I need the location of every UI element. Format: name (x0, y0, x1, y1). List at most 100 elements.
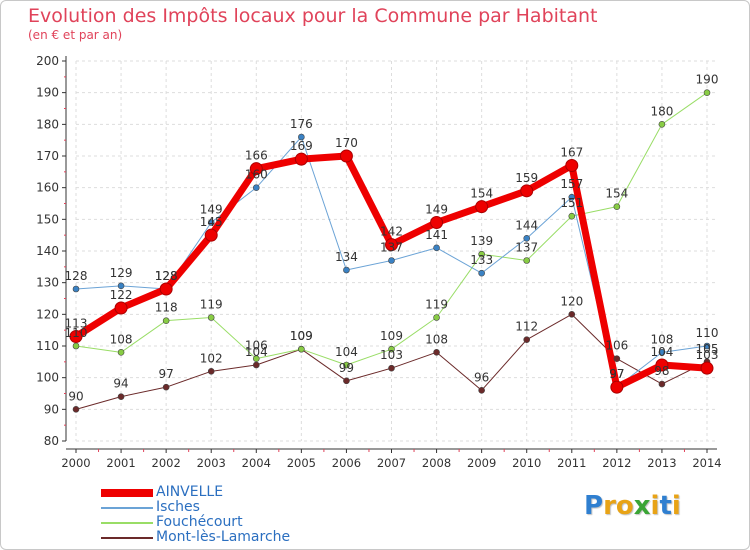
x-tick-label: 2009 (467, 456, 496, 470)
data-label: 90 (68, 389, 83, 403)
logo-letter: r (603, 491, 616, 521)
data-point (72, 285, 80, 293)
proxiti-logo: Proxiti (584, 491, 681, 521)
legend-label: AINVELLE (156, 484, 224, 500)
data-point (249, 162, 263, 176)
logo-letter: P (584, 491, 604, 521)
x-tick-label: 2006 (332, 456, 361, 470)
data-label: 110 (65, 326, 88, 340)
data-point (162, 317, 170, 324)
legend-label: Mont-lès-Lamarche (156, 529, 291, 545)
data-label: 154 (470, 187, 493, 201)
data-point (523, 235, 531, 242)
x-tick-label: 2010 (512, 456, 541, 470)
data-point (207, 219, 215, 226)
data-label: 113 (65, 317, 88, 331)
x-tick-label: 2013 (647, 456, 676, 470)
data-point (207, 314, 215, 321)
y-tick-label: 100 (36, 371, 59, 385)
data-point (568, 193, 576, 201)
data-point (117, 393, 125, 400)
legend: AINVELLE Isches Fouchécourt Mont-lès-Lam… (101, 485, 361, 545)
y-tick-label: 150 (36, 212, 59, 226)
data-label: 94 (113, 377, 128, 391)
data-label: 99 (339, 361, 354, 375)
data-label: 97 (609, 367, 624, 381)
legend-swatch-isches (101, 507, 153, 509)
data-label: 151 (560, 196, 583, 210)
legend-item: Isches (101, 500, 361, 515)
data-point (162, 383, 170, 391)
data-point (700, 361, 714, 375)
data-point (523, 336, 531, 343)
y-tick-label: 170 (36, 149, 59, 163)
data-label: 133 (470, 253, 493, 267)
data-label: 154 (605, 187, 628, 201)
data-point (117, 349, 125, 356)
data-label: 137 (380, 241, 403, 255)
x-tick-label: 2014 (692, 456, 721, 470)
data-label: 134 (335, 250, 358, 264)
legend-label: Fouchécourt (156, 514, 243, 530)
data-label: 149 (200, 203, 223, 217)
logo-letter: t (659, 491, 672, 521)
data-label: 166 (245, 149, 268, 163)
data-point (433, 244, 440, 252)
data-point (433, 314, 440, 321)
data-label: 120 (560, 294, 583, 308)
y-tick-label: 110 (36, 339, 59, 353)
data-label: 176 (290, 117, 313, 131)
data-point (252, 355, 260, 362)
logo-letter: o (615, 491, 634, 521)
data-label: 103 (380, 348, 403, 362)
data-point (613, 203, 621, 210)
y-tick-label: 90 (44, 402, 59, 416)
data-label: 104 (335, 345, 358, 359)
x-tick-label: 2002 (152, 456, 181, 470)
data-label: 128 (65, 269, 88, 283)
data-label: 103 (696, 348, 719, 362)
data-point (117, 282, 125, 290)
data-point (568, 311, 576, 318)
data-label: 109 (290, 329, 313, 343)
legend-swatch-fouchecourt (101, 522, 153, 524)
data-point (339, 149, 353, 163)
logo-letter: i (650, 491, 660, 521)
data-point (385, 238, 398, 252)
y-tick-label: 200 (36, 54, 59, 68)
data-point (298, 133, 305, 141)
data-point (114, 301, 128, 315)
data-point (298, 345, 305, 353)
data-label: 142 (380, 225, 403, 239)
data-point (388, 364, 395, 372)
data-label: 167 (560, 146, 583, 160)
y-tick-label: 140 (36, 244, 59, 258)
data-label: 108 (650, 332, 673, 346)
x-tick-label: 2012 (602, 456, 631, 470)
data-label: 157 (560, 177, 583, 191)
data-point (159, 282, 173, 296)
data-label: 109 (290, 329, 313, 343)
legend-item: Fouchécourt (101, 515, 361, 530)
data-point (72, 406, 80, 413)
data-point (478, 269, 485, 277)
data-point (703, 342, 711, 350)
y-tick-label: 80 (44, 434, 59, 448)
data-label: 145 (200, 215, 223, 229)
data-point (478, 250, 485, 258)
data-point (655, 358, 669, 372)
data-label: 190 (696, 73, 719, 87)
data-point (475, 200, 489, 214)
data-label: 119 (425, 298, 448, 312)
chart-title: Evolution des Impôts locaux pour la Comm… (28, 5, 598, 27)
data-point (252, 361, 260, 369)
data-point (658, 349, 666, 356)
legend-swatch-ainvelle (101, 489, 153, 497)
data-label: 112 (515, 320, 538, 334)
data-label: 170 (335, 136, 358, 150)
data-point (565, 159, 579, 172)
data-point (703, 89, 711, 96)
data-label: 137 (515, 241, 538, 255)
